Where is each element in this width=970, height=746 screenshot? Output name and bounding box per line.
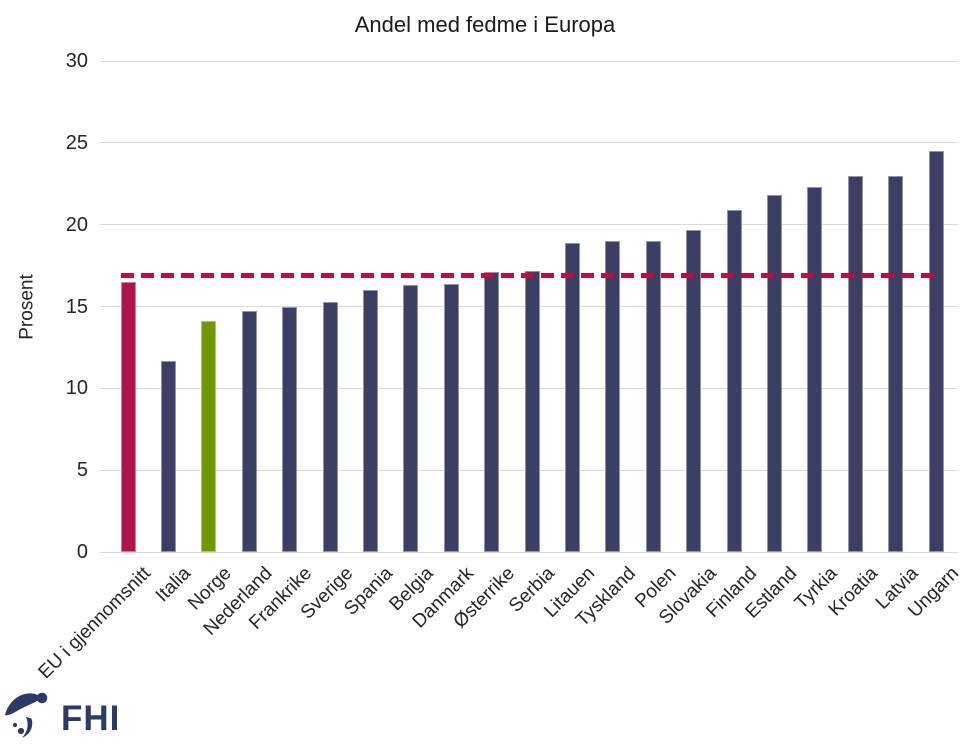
bar-finland: [726, 209, 742, 552]
bar-danmark: [443, 283, 459, 552]
x-axis-baseline: [100, 551, 958, 553]
bar-ungarn: [928, 151, 944, 552]
bar-slovakia: [686, 229, 702, 552]
bar-eu-i-gjennomsnitt: [120, 281, 136, 552]
y-tick-15: 15: [65, 295, 88, 318]
bar--sterrike: [484, 272, 500, 552]
bar-estland: [766, 195, 782, 552]
y-tick-0: 0: [76, 541, 88, 563]
bar-kroatia: [847, 175, 863, 552]
y-tick-20: 20: [65, 213, 88, 236]
gridline-30: [100, 60, 958, 62]
bar-litauen: [564, 242, 580, 552]
fhi-logo-text: FHI: [61, 698, 121, 738]
bar-tyrkia: [807, 187, 823, 552]
bar-spania: [362, 290, 378, 552]
bar-norge: [201, 321, 217, 552]
x-axis-labels: EU i gjennomsnitt Italia Norge Nederland Fra…: [35, 552, 963, 742]
chart-title: Andel med fedme i Europa: [354, 12, 616, 37]
fhi-logo-mark: [5, 692, 48, 738]
gridline-20: [100, 224, 958, 226]
bar-nederland: [241, 311, 257, 552]
bar-latvia: [888, 175, 904, 552]
bar-belgia: [403, 285, 419, 552]
bar-serbia: [524, 270, 540, 552]
bar-polen: [645, 241, 661, 552]
bar-italia: [160, 360, 176, 552]
plot-area: [100, 60, 958, 553]
gridline-25: [100, 142, 958, 144]
y-tick-10: 10: [65, 377, 88, 400]
bar-sverige: [322, 301, 338, 552]
bar-tyskland: [605, 241, 621, 552]
x-label-eu-i-gjennomsnitt: EU i gjennomsnitt: [34, 563, 155, 684]
y-tick-5: 5: [76, 459, 88, 482]
eu-average-reference-line: [120, 272, 941, 278]
bar-frankrike: [282, 306, 298, 552]
fhi-logo: FHI: [4, 686, 120, 744]
y-tick-25: 25: [65, 131, 88, 154]
y-tick-30: 30: [65, 50, 88, 72]
